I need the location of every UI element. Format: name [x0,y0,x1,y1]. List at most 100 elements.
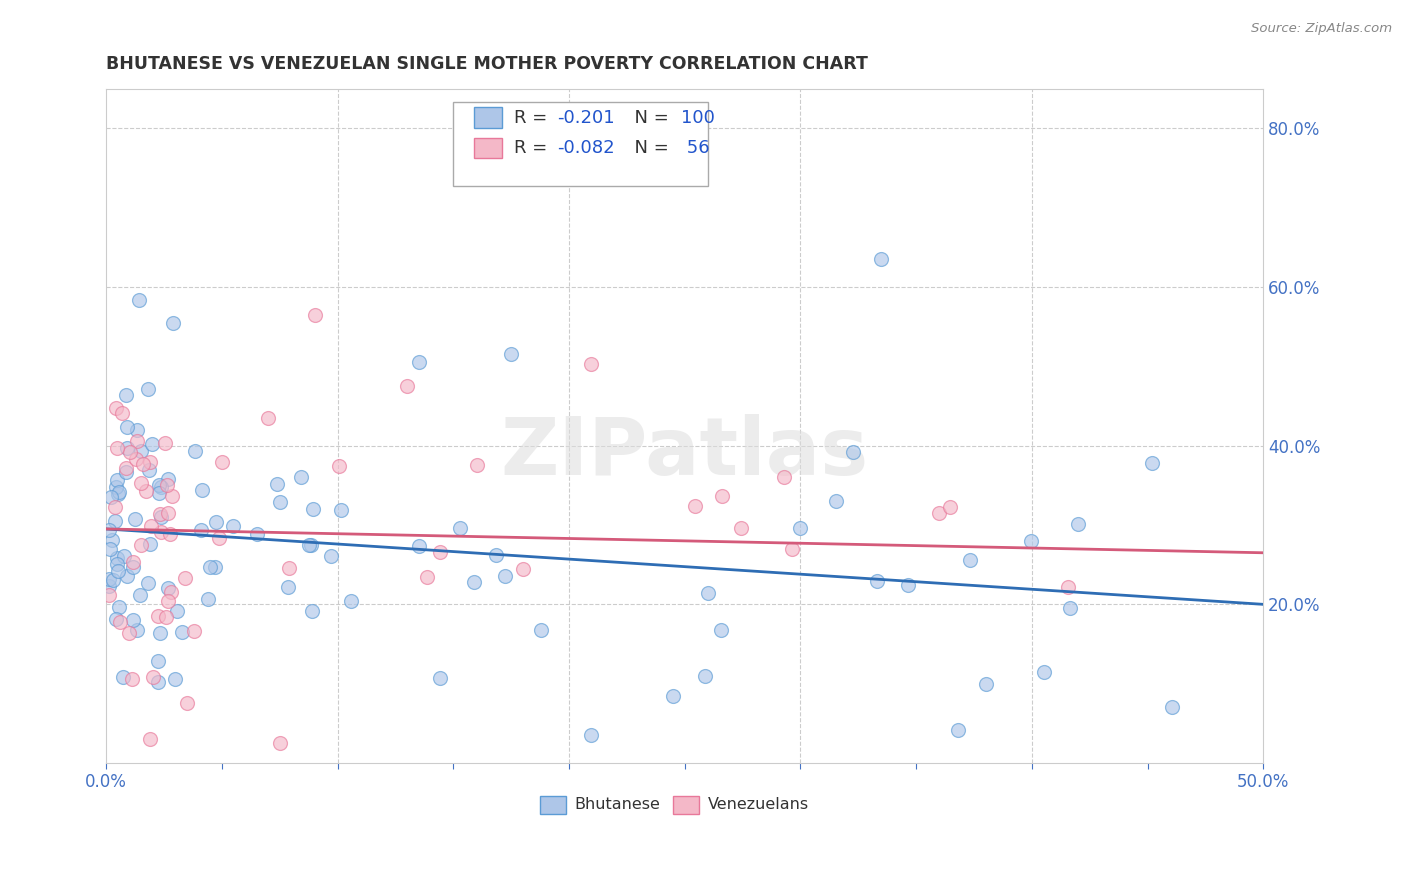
Text: 56: 56 [682,139,710,157]
Point [304,308,326,322]
Point [948,723,970,738]
Point [105,480,128,494]
Point [302,502,325,516]
Point [159,584,181,599]
Point [156,472,179,486]
Point [150,525,173,540]
Point [1142,456,1164,470]
Point [115,420,138,434]
Point [463,575,485,590]
Point [105,557,128,571]
Point [592,141,614,155]
Point [685,499,707,513]
Point [155,610,177,624]
Point [148,486,170,500]
Point [125,423,148,437]
Point [118,444,141,458]
FancyBboxPatch shape [474,107,502,128]
Point [866,574,889,588]
Point [321,549,343,563]
Point [579,728,602,742]
Point [1033,665,1056,679]
Text: -0.201: -0.201 [558,109,616,127]
Point [153,435,176,450]
Text: ZIPatlas: ZIPatlas [501,414,869,491]
FancyBboxPatch shape [673,796,699,814]
Point [139,537,162,551]
Point [429,544,451,558]
Point [111,407,134,421]
Point [125,624,148,638]
Text: Venezuelans: Venezuelans [709,797,808,813]
Point [711,489,734,503]
Point [959,553,981,567]
Point [298,537,321,551]
Point [789,521,811,535]
Point [122,555,145,569]
Point [780,542,803,557]
Point [157,506,180,520]
Point [101,533,124,548]
Point [105,612,128,626]
Point [159,526,181,541]
Text: -0.082: -0.082 [558,139,616,157]
Point [183,624,205,639]
Point [870,252,893,267]
Text: Bhutanese: Bhutanese [575,797,661,813]
Point [408,539,430,553]
Point [98,588,121,602]
Point [897,578,920,592]
Text: R =: R = [513,139,553,157]
Point [141,518,163,533]
Point [205,515,228,529]
Point [157,594,180,608]
Point [138,463,160,477]
Point [156,582,179,596]
Point [184,444,207,458]
Point [465,458,488,473]
Point [160,489,183,503]
Point [824,494,846,508]
FancyBboxPatch shape [474,138,502,158]
Point [128,293,150,308]
Point [512,562,534,576]
Point [156,478,179,492]
Point [149,480,172,494]
Point [938,500,960,514]
Point [329,503,352,517]
Point [208,531,231,545]
Point [139,455,162,469]
Point [269,495,291,509]
Point [1067,516,1090,531]
Point [290,470,312,484]
Point [117,568,139,582]
Point [97,524,120,538]
Text: N =: N = [623,109,675,127]
Point [139,732,162,747]
Point [166,604,188,618]
Point [266,477,288,491]
Point [125,434,148,448]
Point [1019,534,1042,549]
Point [730,520,752,534]
Point [105,473,128,487]
Point [136,382,159,396]
Point [150,510,173,524]
Point [340,593,363,607]
Point [257,410,280,425]
Point [146,654,169,668]
Point [197,592,219,607]
Point [107,487,129,501]
Point [162,317,184,331]
Point [172,625,194,640]
Point [974,676,997,690]
Point [149,507,172,521]
Point [530,623,553,637]
Point [131,475,153,490]
Point [301,604,323,618]
Point [396,379,419,393]
Point [269,736,291,750]
Point [148,609,170,624]
FancyBboxPatch shape [453,102,709,186]
Point [100,490,122,504]
